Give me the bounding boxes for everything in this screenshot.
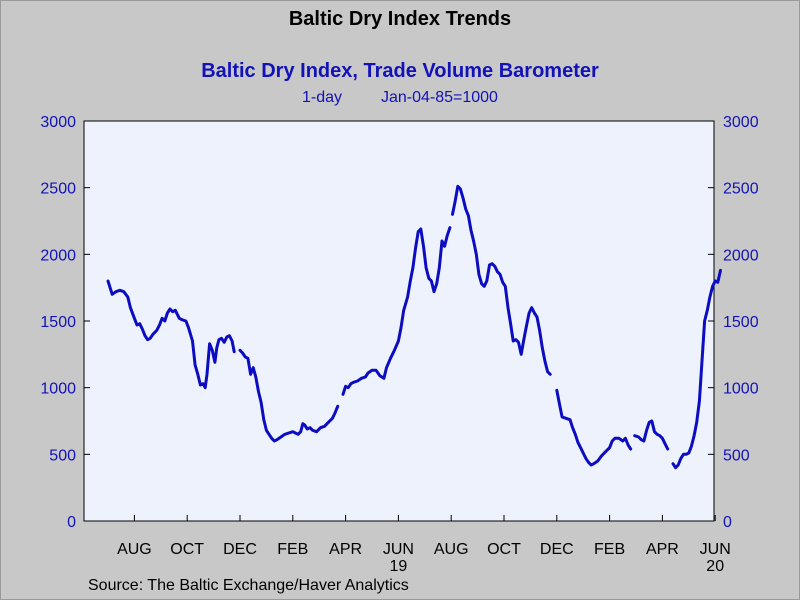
chart-subtitle-frequency: 1-day — [302, 89, 343, 106]
y-tick-label-right: 1500 — [723, 314, 759, 331]
x-tick-year-label: 20 — [706, 558, 724, 575]
x-tick-label: OCT — [170, 541, 204, 558]
y-tick-label-left: 3000 — [40, 114, 76, 131]
series-line-segment — [238, 348, 340, 443]
x-tick-label: DEC — [540, 541, 574, 558]
x-tick-label: JUN — [383, 541, 414, 558]
x-tick-year-label: 19 — [390, 558, 408, 575]
y-tick-label-left: 500 — [49, 447, 76, 464]
y-tick-label-right: 1000 — [723, 381, 759, 398]
chart-subtitle-base: Jan-04-85=1000 — [380, 89, 498, 106]
series-line-segment — [341, 226, 452, 396]
y-tick-label-left: 0 — [67, 514, 76, 531]
chart-title: Baltic Dry Index, Trade Volume Barometer — [201, 60, 599, 82]
x-tick-label: DEC — [223, 541, 257, 558]
plot-area — [83, 120, 715, 522]
y-tick-label-right: 3000 — [723, 114, 759, 131]
x-tick-label: APR — [329, 541, 362, 558]
series-line-segment — [106, 279, 236, 390]
x-tick-label: AUG — [434, 541, 469, 558]
source-note: Source: The Baltic Exchange/Haver Analyt… — [88, 577, 409, 594]
x-tick-label: APR — [646, 541, 679, 558]
x-tick-label: FEB — [594, 541, 625, 558]
y-tick-label-left: 1500 — [40, 314, 76, 331]
y-tick-label-right: 500 — [723, 447, 750, 464]
series-line-segment — [555, 388, 633, 467]
y-tick-label-left: 2000 — [40, 247, 76, 264]
y-tick-label-right: 0 — [723, 514, 732, 531]
x-tick-label: FEB — [277, 541, 308, 558]
page-title: Baltic Dry Index Trends — [288, 8, 512, 30]
x-tick-label: OCT — [487, 541, 521, 558]
series-line-segment — [451, 184, 552, 376]
chart-subtitle: 1-day Jan-04-85=1000 — [0, 89, 800, 107]
y-tick-label-left: 2500 — [40, 181, 76, 198]
x-tick-label: JUN — [700, 541, 731, 558]
series-line-segment — [671, 268, 722, 470]
y-tick-label-right: 2000 — [723, 247, 759, 264]
x-tick-label: AUG — [117, 541, 152, 558]
y-tick-label-right: 2500 — [723, 181, 759, 198]
series-line-segment — [633, 419, 670, 451]
y-tick-label-left: 1000 — [40, 381, 76, 398]
